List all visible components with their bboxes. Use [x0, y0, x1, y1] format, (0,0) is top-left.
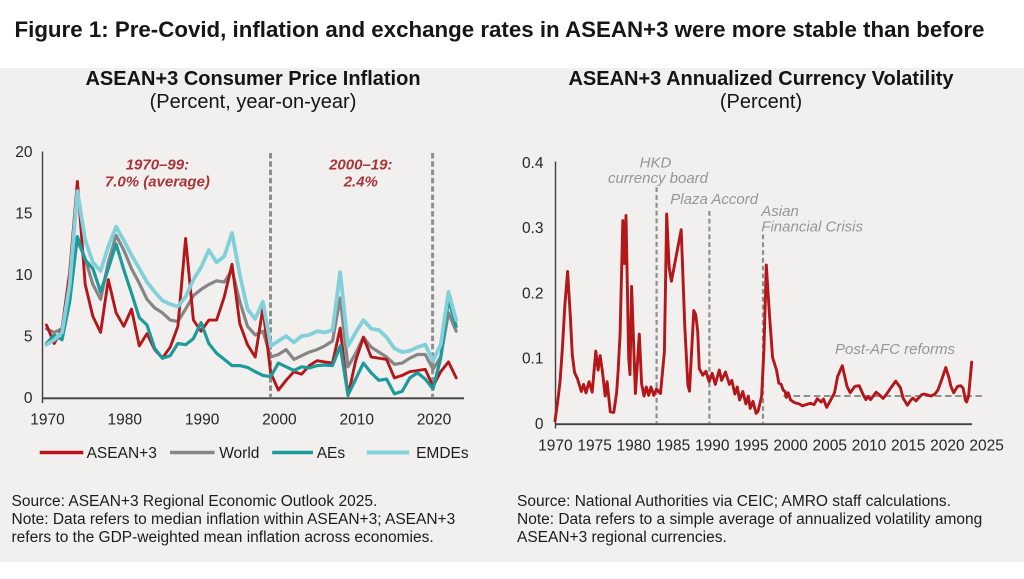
svg-text:2000: 2000	[262, 412, 297, 429]
svg-text:20: 20	[15, 144, 33, 161]
svg-text:7.0% (average): 7.0% (average)	[105, 174, 210, 191]
svg-text:1995: 1995	[734, 438, 768, 455]
svg-text:2020: 2020	[930, 438, 965, 455]
svg-text:HKD: HKD	[640, 155, 672, 172]
svg-text:2025: 2025	[969, 438, 1003, 455]
svg-text:AEs: AEs	[317, 445, 346, 462]
svg-text:EMDEs: EMDEs	[416, 445, 469, 462]
svg-text:Plaza Accord: Plaza Accord	[670, 191, 758, 208]
svg-text:Asian: Asian	[760, 203, 799, 220]
svg-text:1970: 1970	[30, 412, 65, 429]
svg-text:2.4%: 2.4%	[343, 174, 378, 191]
svg-text:0.4: 0.4	[522, 155, 544, 172]
svg-text:1970: 1970	[538, 438, 573, 455]
svg-text:2000: 2000	[773, 438, 808, 455]
svg-text:1980: 1980	[617, 438, 652, 455]
svg-text:0.1: 0.1	[522, 351, 544, 368]
svg-text:2010: 2010	[852, 438, 887, 455]
svg-text:Post-AFC reforms: Post-AFC reforms	[835, 341, 956, 358]
svg-text:2020: 2020	[417, 412, 452, 429]
svg-text:1975: 1975	[577, 438, 611, 455]
svg-text:World: World	[219, 445, 259, 462]
svg-text:2010: 2010	[339, 412, 374, 429]
svg-text:0: 0	[24, 390, 33, 407]
svg-text:15: 15	[15, 206, 32, 223]
svg-text:2005: 2005	[813, 438, 847, 455]
svg-text:0: 0	[535, 416, 544, 433]
svg-text:1990: 1990	[695, 438, 730, 455]
svg-text:1970–99:: 1970–99:	[126, 157, 189, 174]
svg-text:2015: 2015	[891, 438, 925, 455]
svg-text:1990: 1990	[185, 412, 220, 429]
svg-text:1980: 1980	[108, 412, 143, 429]
svg-text:0.2: 0.2	[522, 285, 544, 302]
svg-text:10: 10	[15, 267, 33, 284]
svg-text:0.3: 0.3	[522, 220, 544, 237]
svg-text:1985: 1985	[656, 438, 690, 455]
svg-text:currency board: currency board	[608, 170, 709, 187]
svg-text:5: 5	[24, 328, 33, 345]
svg-text:2000–19:: 2000–19:	[328, 157, 392, 174]
svg-text:ASEAN+3: ASEAN+3	[87, 445, 157, 462]
svg-text:Financial Crisis: Financial Crisis	[761, 219, 863, 236]
